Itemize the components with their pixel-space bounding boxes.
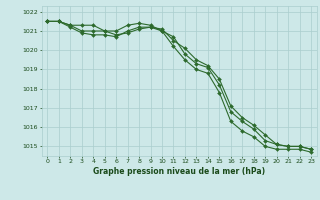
- X-axis label: Graphe pression niveau de la mer (hPa): Graphe pression niveau de la mer (hPa): [93, 167, 265, 176]
